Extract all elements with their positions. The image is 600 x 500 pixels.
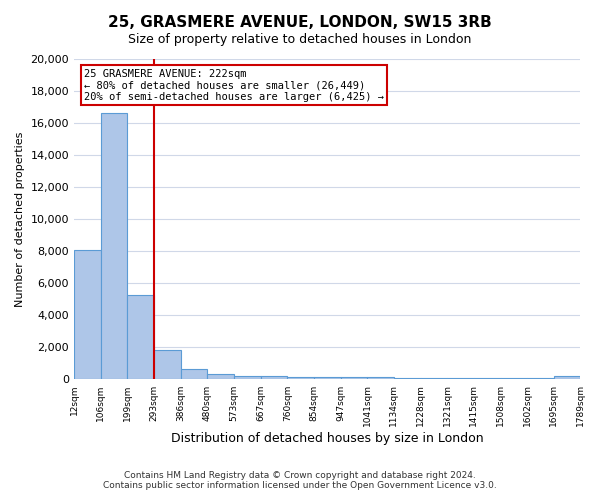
- Bar: [154, 350, 181, 380]
- Bar: [260, 376, 287, 380]
- Text: Contains HM Land Registry data © Crown copyright and database right 2024.
Contai: Contains HM Land Registry data © Crown c…: [103, 470, 497, 490]
- Bar: [234, 376, 260, 380]
- Bar: [554, 376, 580, 380]
- Bar: [527, 378, 554, 380]
- Bar: [127, 294, 154, 380]
- X-axis label: Distribution of detached houses by size in London: Distribution of detached houses by size …: [171, 432, 484, 445]
- Bar: [314, 377, 341, 380]
- Bar: [74, 250, 101, 380]
- Bar: [367, 378, 394, 380]
- Bar: [447, 378, 474, 380]
- Bar: [421, 378, 447, 380]
- Bar: [500, 378, 527, 380]
- Bar: [287, 376, 314, 380]
- Bar: [474, 378, 500, 380]
- Bar: [208, 374, 234, 380]
- Bar: [341, 377, 367, 380]
- Bar: [394, 378, 421, 380]
- Text: 25 GRASMERE AVENUE: 222sqm
← 80% of detached houses are smaller (26,449)
20% of : 25 GRASMERE AVENUE: 222sqm ← 80% of deta…: [84, 68, 384, 102]
- Y-axis label: Number of detached properties: Number of detached properties: [15, 132, 25, 307]
- Text: Size of property relative to detached houses in London: Size of property relative to detached ho…: [128, 32, 472, 46]
- Bar: [181, 369, 208, 380]
- Bar: [101, 114, 127, 380]
- Text: 25, GRASMERE AVENUE, LONDON, SW15 3RB: 25, GRASMERE AVENUE, LONDON, SW15 3RB: [108, 15, 492, 30]
